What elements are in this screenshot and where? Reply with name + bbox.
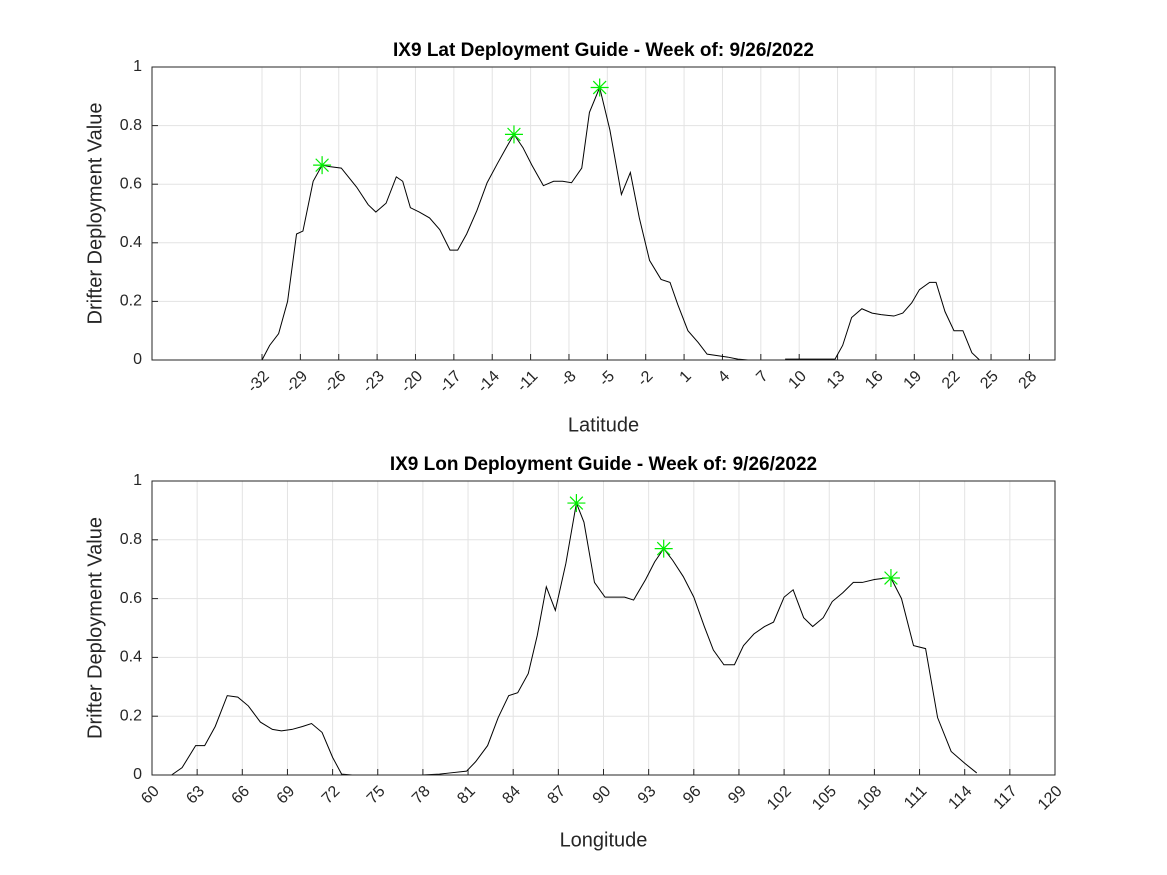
x-tick-label: -2 [634, 368, 656, 390]
data-line [171, 501, 978, 776]
x-tick-label: 10 [785, 368, 810, 393]
y-tick-label: 0.6 [120, 590, 142, 607]
peak-marker [654, 539, 673, 558]
y-tick-label: 1 [133, 58, 142, 75]
chart-title: IX9 Lon Deployment Guide - Week of: 9/26… [390, 454, 817, 475]
y-axis-label: Drifter Deployment Value [84, 103, 106, 325]
x-tick-label: 114 [945, 783, 975, 813]
marker-stroke [315, 158, 329, 172]
x-tick-label: 19 [901, 368, 926, 393]
marker-stroke [884, 571, 898, 585]
x-tick-label: 63 [183, 783, 208, 808]
marker-stroke [592, 80, 607, 95]
x-tick-label: 72 [319, 783, 344, 808]
y-tick-label: 0.4 [120, 649, 142, 666]
x-tick-label: 117 [991, 783, 1021, 813]
marker-stroke [507, 127, 521, 142]
x-axis-label: Longitude [560, 829, 648, 851]
y-axis-label: Drifter Deployment Value [84, 517, 106, 739]
peak-marker [590, 78, 609, 97]
x-tick-label: 87 [545, 783, 570, 808]
y-tick-label: 0.8 [120, 117, 142, 134]
x-tick-label: 25 [977, 368, 1002, 393]
y-tick-label: 0.2 [120, 707, 142, 724]
peak-marker [881, 569, 900, 588]
x-tick-label: 102 [764, 783, 795, 814]
x-tick-label: 99 [725, 783, 750, 808]
x-tick-label: -20 [398, 368, 426, 396]
x-tick-label: 84 [499, 783, 524, 808]
x-tick-label: 22 [939, 368, 964, 393]
data-line [261, 85, 980, 361]
y-tick-label: 0 [133, 766, 142, 783]
plot-area [152, 67, 1055, 360]
x-tick-label: 78 [409, 783, 434, 808]
y-tick-label: 0.6 [120, 175, 142, 192]
x-tick-label: 66 [229, 783, 254, 808]
axes-frame [151, 66, 1056, 361]
x-tick-label: 75 [364, 783, 389, 808]
x-tick-label: 69 [274, 783, 299, 808]
x-tick-label: 7 [753, 368, 771, 386]
marker-stroke [656, 541, 671, 556]
x-tick-label: 81 [454, 783, 479, 808]
x-tick-label: 96 [680, 783, 705, 808]
x-tick-label: -17 [436, 368, 464, 396]
x-axis-label: Latitude [568, 414, 639, 436]
x-tick-label: -8 [558, 368, 580, 390]
y-tick-label: 0.4 [120, 234, 142, 251]
peak-marker [313, 156, 332, 175]
x-tick-label: -23 [360, 368, 388, 396]
x-tick-label: -5 [596, 368, 618, 390]
x-tick-label: 111 [901, 783, 930, 812]
chart-title: IX9 Lat Deployment Guide - Week of: 9/26… [393, 40, 814, 61]
x-tick-label: -32 [244, 368, 272, 396]
y-tick-label: 0.8 [120, 531, 142, 548]
y-tick-label: 1 [133, 472, 142, 489]
x-tick-label: 93 [635, 783, 660, 808]
y-tick-label: 0 [133, 351, 142, 368]
peak-marker [504, 125, 523, 144]
x-tick-label: 13 [824, 368, 849, 393]
x-tick-label: 28 [1016, 368, 1041, 393]
marker-stroke [569, 496, 584, 510]
x-tick-label: -11 [514, 368, 542, 396]
x-tick-label: 4 [715, 368, 733, 386]
x-tick-label: 90 [590, 783, 615, 808]
x-tick-label: 108 [854, 783, 885, 814]
x-tick-label: 120 [1035, 783, 1066, 814]
x-tick-label: 60 [138, 783, 163, 808]
axes-frame [151, 480, 1056, 776]
x-tick-label: 16 [862, 368, 887, 393]
x-tick-label: -14 [475, 368, 503, 396]
x-tick-label: 1 [677, 368, 695, 386]
x-tick-label: -26 [321, 368, 349, 396]
peak-marker [567, 494, 586, 513]
x-tick-label: 105 [809, 783, 840, 814]
x-tick-label: -29 [283, 368, 311, 396]
y-tick-label: 0.2 [120, 293, 142, 310]
